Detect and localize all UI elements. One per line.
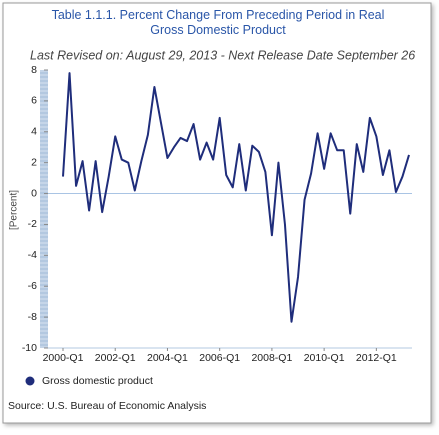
legend-label: Gross domestic product [42, 375, 153, 387]
line-series [62, 72, 410, 323]
y-tick-label: 8 [31, 64, 37, 76]
chart-title: Table 1.1.1. Percent Change From Precedi… [52, 8, 385, 37]
x-tick-label: 2010-Q1 [304, 352, 345, 364]
x-tick-label: 2004-Q1 [147, 352, 188, 364]
y-tick-label: -10 [22, 342, 37, 354]
x-tick-label: 2012-Q1 [356, 352, 397, 364]
y-tick-label: 0 [31, 187, 37, 199]
y-axis-label: [Percent] [9, 190, 20, 230]
legend-marker [25, 376, 35, 386]
y-tick-label: -2 [28, 218, 37, 230]
frame [2, 2, 432, 424]
y-tick-label: -8 [28, 311, 37, 323]
x-tick-label: 2008-Q1 [251, 352, 292, 364]
y-tick-label: -4 [28, 249, 37, 261]
source: Source: U.S. Bureau of Economic Analysis [8, 400, 206, 412]
y-tick-label: 2 [31, 156, 37, 168]
x-tick-label: 2000-Q1 [43, 352, 84, 364]
x-tick-label: 2002-Q1 [95, 352, 136, 364]
y-tick-label: -6 [28, 280, 37, 292]
y-tick-label: 6 [31, 95, 37, 107]
x-tick-label: 2006-Q1 [199, 352, 240, 364]
subtitle: Last Revised on: August 29, 2013 - Next … [30, 48, 415, 62]
y-tick-label: 4 [31, 126, 37, 138]
axis-band [40, 70, 48, 348]
